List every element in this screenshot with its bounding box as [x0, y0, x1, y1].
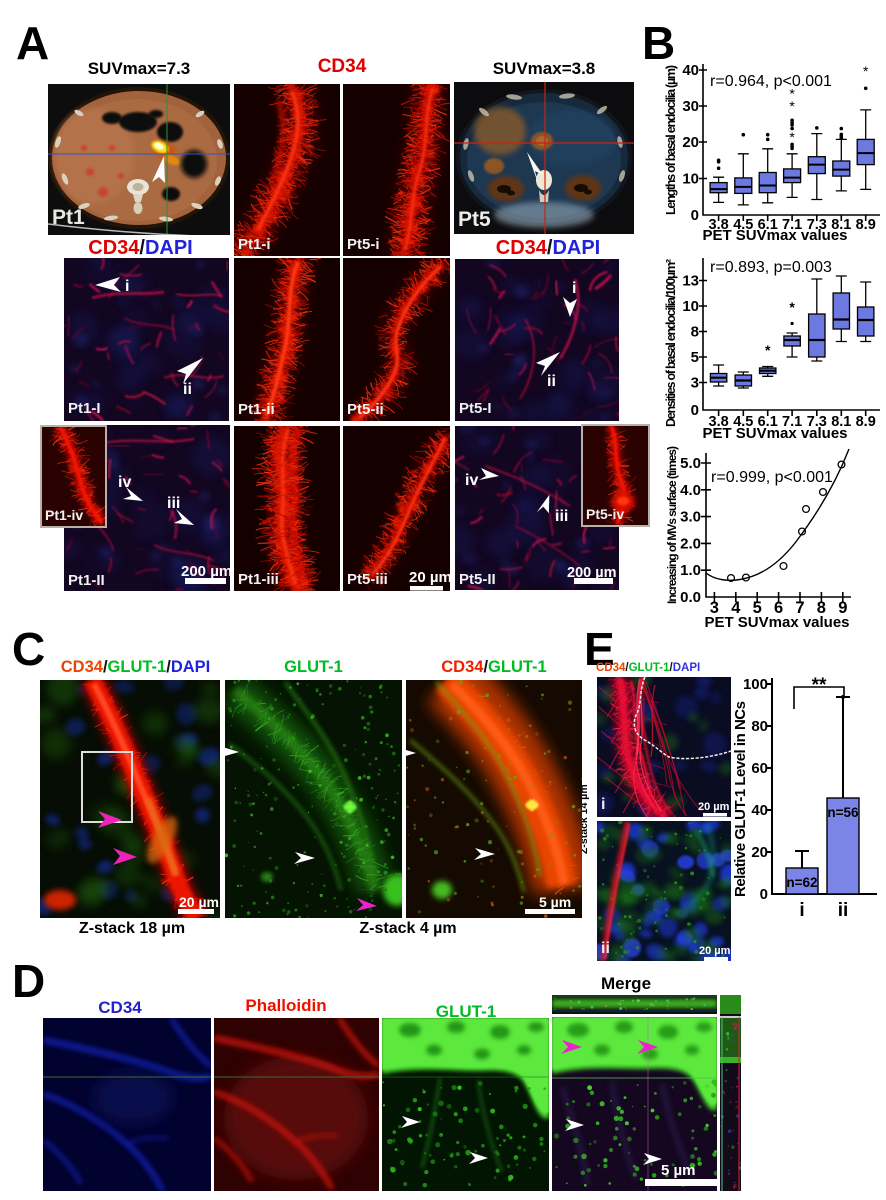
- svg-text:9: 9: [838, 599, 847, 617]
- svg-text:PET SUVmax values: PET SUVmax values: [702, 227, 847, 244]
- svg-text:10: 10: [682, 171, 699, 188]
- svg-text:Increasing of MVs surface (tim: Increasing of MVs surface (times): [665, 446, 679, 604]
- svg-text:ii: ii: [601, 940, 610, 957]
- svg-text:20: 20: [751, 844, 768, 861]
- svg-text:7.3: 7.3: [807, 414, 827, 430]
- svg-text:*: *: [789, 299, 795, 315]
- svg-text:6.1: 6.1: [758, 217, 778, 233]
- svg-text:20 µm: 20 µm: [698, 801, 730, 813]
- svg-text:3: 3: [691, 375, 699, 392]
- svg-text:8.1: 8.1: [831, 414, 851, 430]
- svg-text:Densities of basal endocilia/1: Densities of basal endocilia/100µm²: [664, 259, 678, 427]
- svg-text:200 µm: 200 µm: [181, 563, 230, 580]
- svg-text:20: 20: [682, 134, 699, 151]
- svg-text:iii: iii: [167, 495, 180, 512]
- svg-text:r=0.893, p=0.003: r=0.893, p=0.003: [710, 259, 832, 276]
- svg-text:Pt5: Pt5: [458, 208, 491, 231]
- svg-text:100: 100: [743, 676, 768, 693]
- svg-text:60: 60: [751, 760, 768, 777]
- svg-text:20 µm: 20 µm: [179, 894, 219, 910]
- svg-text:0: 0: [691, 402, 699, 419]
- svg-text:0: 0: [760, 886, 768, 903]
- svg-text:8: 8: [817, 599, 826, 617]
- svg-text:i: i: [799, 900, 804, 921]
- svg-text:6.1: 6.1: [758, 414, 778, 430]
- svg-text:8.9: 8.9: [856, 414, 876, 430]
- svg-text:8.1: 8.1: [831, 217, 851, 233]
- svg-text:4.5: 4.5: [733, 414, 753, 430]
- svg-text:*: *: [863, 63, 869, 79]
- svg-text:Pt5-II: Pt5-II: [459, 571, 496, 588]
- svg-text:4.0: 4.0: [680, 482, 701, 499]
- svg-text:7: 7: [795, 599, 804, 617]
- svg-text:3.0: 3.0: [680, 509, 701, 526]
- svg-text:4: 4: [731, 599, 741, 617]
- svg-text:8.9: 8.9: [856, 217, 876, 233]
- svg-text:Relative GLUT-1 Level in NCs: Relative GLUT-1 Level in NCs: [732, 701, 749, 897]
- svg-text:i: i: [601, 796, 605, 813]
- svg-text:iv: iv: [465, 472, 478, 489]
- svg-text:Pt1-II: Pt1-II: [68, 572, 105, 589]
- svg-text:n=56: n=56: [827, 805, 859, 820]
- svg-text:Pt5-iv: Pt5-iv: [586, 506, 624, 522]
- svg-text:0.0: 0.0: [680, 589, 701, 606]
- svg-text:7.3: 7.3: [807, 217, 827, 233]
- svg-text:Pt1-I: Pt1-I: [68, 400, 101, 417]
- svg-text:8: 8: [691, 324, 699, 341]
- svg-text:Pt5-ii: Pt5-ii: [347, 401, 384, 418]
- svg-text:Pt5-iii: Pt5-iii: [347, 571, 388, 588]
- svg-text:ii: ii: [838, 900, 849, 921]
- svg-text:13: 13: [682, 273, 699, 290]
- svg-text:Pt1: Pt1: [52, 206, 85, 229]
- svg-text:2.0: 2.0: [680, 535, 701, 552]
- svg-text:r=0.999, p<0.001: r=0.999, p<0.001: [711, 469, 833, 486]
- svg-text:i: i: [572, 280, 576, 297]
- svg-text:3: 3: [710, 599, 719, 617]
- svg-text:*: *: [789, 98, 795, 114]
- svg-text:7.1: 7.1: [782, 414, 802, 430]
- svg-text:*: *: [765, 342, 771, 358]
- svg-text:Pt1-iii: Pt1-iii: [238, 571, 279, 588]
- svg-text:Pt1-ii: Pt1-ii: [238, 401, 275, 418]
- svg-text:3.8: 3.8: [709, 414, 729, 430]
- svg-text:40: 40: [751, 802, 768, 819]
- svg-text:5: 5: [753, 599, 762, 617]
- svg-text:80: 80: [751, 718, 768, 735]
- svg-text:**: **: [812, 675, 827, 696]
- svg-text:5.0: 5.0: [680, 455, 701, 472]
- svg-text:PET SUVmax values: PET SUVmax values: [702, 425, 847, 442]
- svg-text:iii: iii: [555, 508, 568, 525]
- svg-text:r=0.964, p<0.001: r=0.964, p<0.001: [710, 73, 832, 90]
- svg-text:PET SUVmax values: PET SUVmax values: [704, 614, 849, 631]
- svg-text:40: 40: [682, 62, 699, 79]
- svg-text:Pt5-I: Pt5-I: [459, 400, 492, 417]
- svg-text:20 µm: 20 µm: [699, 945, 731, 957]
- svg-text:Pt1-i: Pt1-i: [238, 236, 271, 253]
- svg-text:n=62: n=62: [786, 875, 817, 890]
- svg-text:Lengths of basal endocilia (µm: Lengths of basal endocilia (µm): [664, 65, 678, 215]
- svg-text:*: *: [789, 85, 795, 101]
- svg-text:7.1: 7.1: [782, 217, 802, 233]
- svg-text:10: 10: [682, 298, 699, 315]
- svg-text:5 µm: 5 µm: [539, 894, 571, 910]
- svg-text:30: 30: [682, 98, 699, 115]
- svg-text:20 µm: 20 µm: [409, 569, 450, 586]
- svg-text:iv: iv: [118, 474, 131, 491]
- svg-text:i: i: [125, 278, 129, 295]
- svg-text:3.8: 3.8: [709, 217, 729, 233]
- svg-text:ii: ii: [547, 373, 556, 390]
- svg-text:0: 0: [691, 207, 699, 224]
- svg-text:ii: ii: [183, 381, 192, 398]
- svg-text:4.5: 4.5: [733, 217, 753, 233]
- svg-text:1.0: 1.0: [680, 562, 701, 579]
- svg-text:5: 5: [691, 349, 699, 366]
- svg-text:200 µm: 200 µm: [567, 565, 616, 581]
- svg-text:5 µm: 5 µm: [661, 1162, 696, 1179]
- svg-text:*: *: [789, 129, 795, 145]
- svg-text:Pt5-i: Pt5-i: [347, 236, 380, 253]
- svg-text:6: 6: [774, 599, 783, 617]
- svg-text:Pt1-iv: Pt1-iv: [45, 507, 83, 523]
